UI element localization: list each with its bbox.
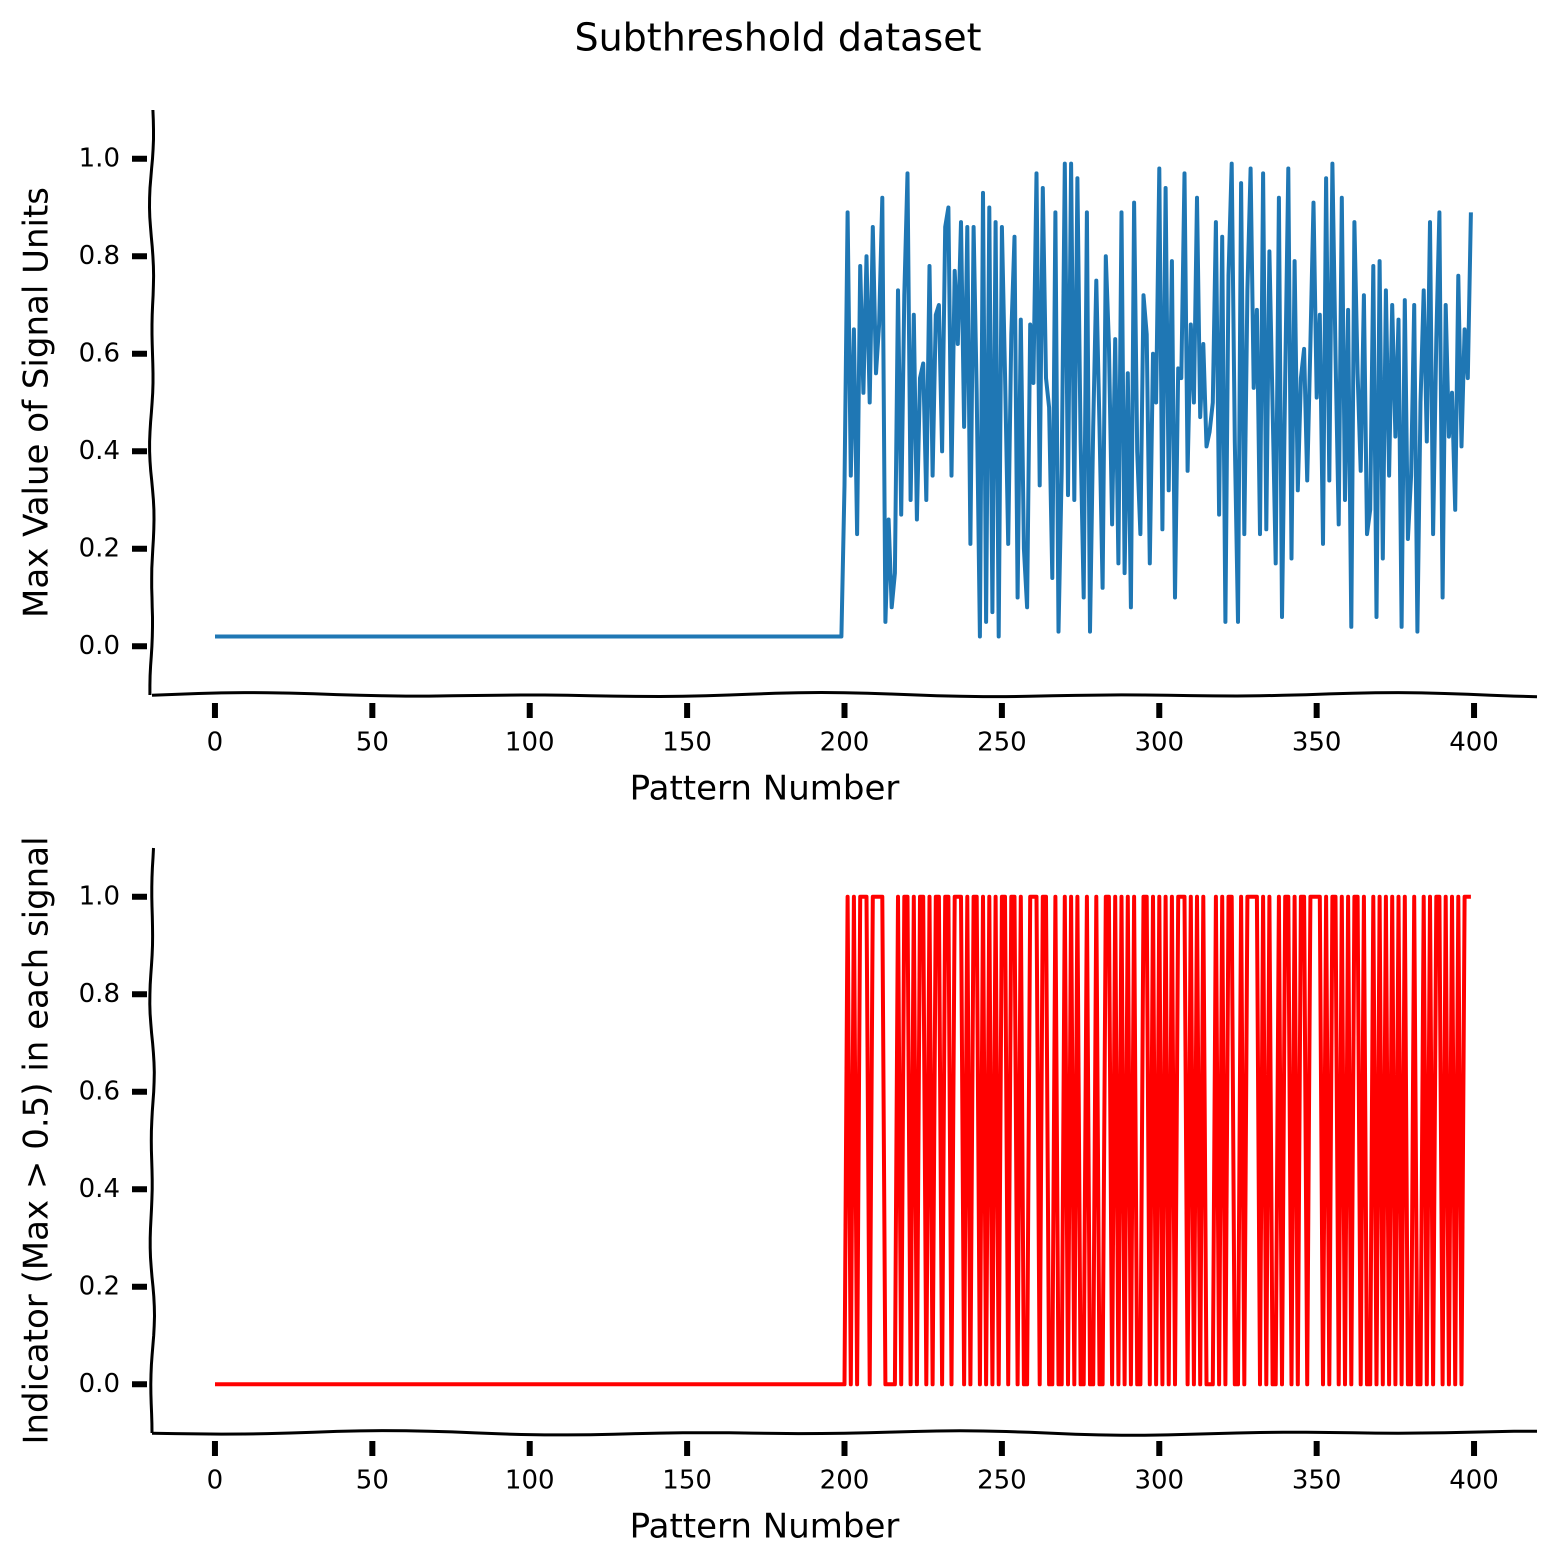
- x-tick-label: 0: [207, 1466, 224, 1496]
- x-tick-label: 200: [820, 728, 870, 758]
- x-axis-label: Pattern Number: [630, 769, 900, 809]
- x-tick-label: 150: [662, 728, 712, 758]
- y-tick-label: 0.8: [79, 979, 120, 1009]
- y-tick-label: 0.2: [79, 1271, 120, 1301]
- x-axis-label: Pattern Number: [630, 1507, 900, 1547]
- x-tick-label: 200: [820, 1466, 870, 1496]
- y-tick-label: 1.0: [79, 881, 120, 911]
- data-line: [215, 894, 1471, 1387]
- y-axis-label: Max Value of Signal Units: [17, 187, 57, 618]
- y-tick-label: 0.4: [79, 436, 120, 466]
- x-tick-label: 250: [977, 1466, 1027, 1496]
- y-tick-label: 1.0: [79, 143, 120, 173]
- x-tick-label: 350: [1292, 1466, 1342, 1496]
- x-tick-label: 400: [1449, 728, 1499, 758]
- y-tick-label: 0.6: [79, 1076, 120, 1106]
- x-tick-label: 100: [505, 728, 555, 758]
- y-tick-label: 0.6: [79, 338, 120, 368]
- figure-title: Subthreshold dataset: [574, 16, 981, 60]
- x-tick-label: 300: [1134, 1466, 1184, 1496]
- x-axis-line: [151, 1429, 1538, 1437]
- x-tick-label: 50: [356, 728, 389, 758]
- y-tick-label: 0.0: [79, 631, 120, 661]
- y-tick-label: 0.2: [79, 533, 120, 563]
- x-tick-label: 50: [356, 1466, 389, 1496]
- x-tick-label: 300: [1134, 728, 1184, 758]
- x-tick-label: 350: [1292, 728, 1342, 758]
- y-tick-label: 0.8: [79, 241, 120, 271]
- x-tick-label: 100: [505, 1466, 555, 1496]
- y-tick-label: 0.4: [79, 1174, 120, 1204]
- x-tick-label: 250: [977, 728, 1027, 758]
- y-axis-label: Indicator (Max > 0.5) in each signal: [17, 836, 57, 1444]
- x-tick-label: 0: [207, 728, 224, 758]
- y-axis-line: [147, 109, 156, 695]
- x-axis-line: [151, 690, 1538, 699]
- y-tick-label: 0.0: [79, 1369, 120, 1399]
- y-axis-line: [148, 847, 157, 1434]
- x-tick-label: 400: [1449, 1466, 1499, 1496]
- x-tick-label: 150: [662, 1466, 712, 1496]
- data-line: [215, 161, 1473, 639]
